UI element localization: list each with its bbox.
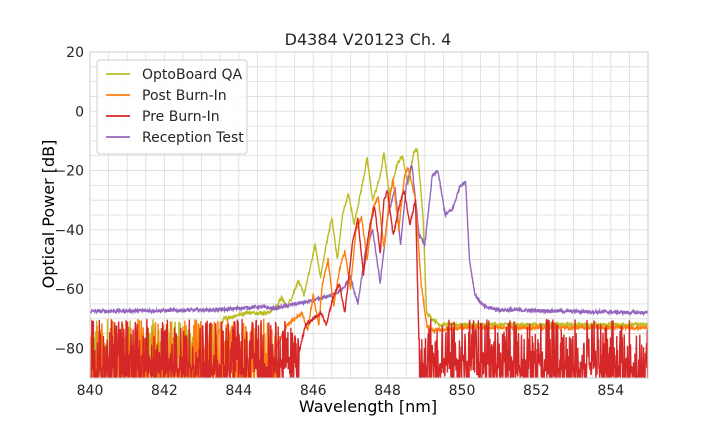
series-line-post-burn-in (90, 167, 648, 378)
y-tick-label: −80 (54, 341, 84, 357)
x-tick-label: 852 (523, 383, 550, 399)
x-tick-label: 840 (77, 383, 104, 399)
x-tick-label: 848 (374, 383, 401, 399)
plot-frame (89, 51, 649, 379)
y-tick-label: −40 (54, 223, 84, 239)
x-tick-label: 842 (151, 383, 178, 399)
y-tick-label: −60 (54, 282, 84, 298)
x-tick-label: 850 (449, 383, 476, 399)
legend-box (96, 59, 248, 155)
series-line-pre-burn-in (90, 189, 648, 378)
legend-label: Reception Test (142, 130, 244, 146)
x-tick-label: 844 (225, 383, 252, 399)
y-tick-label: −20 (54, 164, 84, 180)
chart-title: D4384 V20123 Ch. 4 (285, 30, 452, 49)
x-tick-label: 846 (300, 383, 327, 399)
legend: OptoBoard QA Post Burn-In Pre Burn-In Recep… (96, 59, 248, 155)
legend-label: Pre Burn-In (142, 109, 220, 125)
x-axis-label: Wavelength [nm] (299, 397, 437, 416)
plot-series (90, 147, 648, 378)
x-tick-label: 854 (597, 383, 624, 399)
legend-label: OptoBoard QA (142, 67, 243, 83)
y-tick-label: 0 (75, 104, 84, 120)
tick-labels: 840 842 844 846 848 850 852 854 −80 −60 −40 −20 0 20 (54, 45, 624, 399)
y-axis-label: Optical Power [dB] (39, 140, 58, 289)
legend-label: Post Burn-In (142, 88, 227, 104)
y-tick-label: 20 (66, 45, 84, 61)
